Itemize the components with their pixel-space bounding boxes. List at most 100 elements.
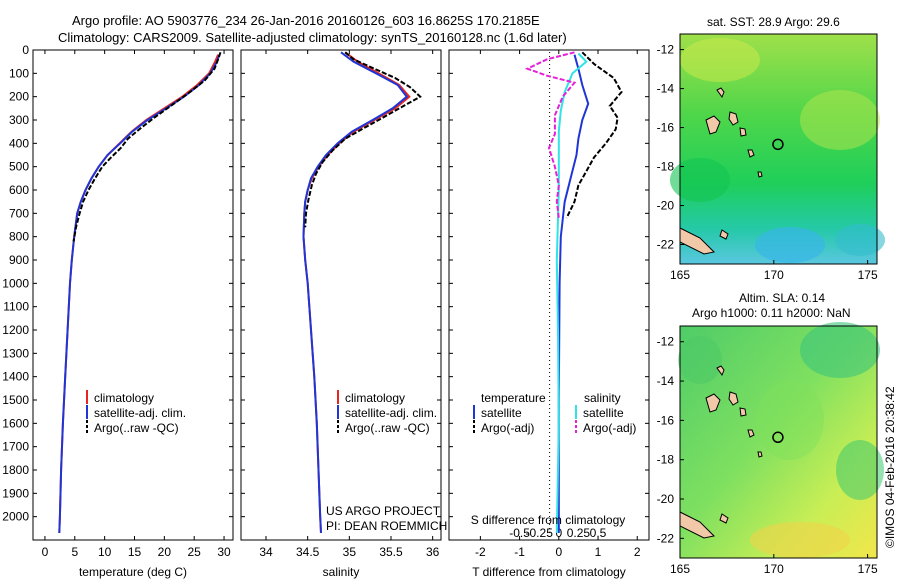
temperature-legend: climatology satellite-adj. clim. Argo(..… <box>86 390 186 435</box>
difference-xlabel-salinity: S difference from climatology <box>471 513 626 527</box>
sla-map-title: Altim. SLA: 0.14 <box>739 291 825 305</box>
salinity-lines <box>302 51 422 534</box>
salinity-annotation-line2: PI: DEAN ROEMMICH <box>326 519 447 533</box>
difference-y-ticks <box>449 49 649 518</box>
difference-xlabel-temperature: T difference from climatology <box>472 565 626 579</box>
x-tick-label: 2 <box>634 545 641 559</box>
temperature-x-ticks: 0 5 10 15 20 25 30 <box>42 50 231 559</box>
salinity-y-ticks <box>241 49 441 518</box>
sla-x-ticks: 165 170 175 <box>670 554 878 576</box>
y-tick-label: 400 <box>9 136 29 150</box>
legend-t-argo-label: Argo(-adj) <box>481 421 534 435</box>
y-tick-label: 600 <box>9 183 29 197</box>
map-x-tick-label: 175 <box>858 562 878 576</box>
map-y-tick-label: -20 <box>657 199 675 213</box>
sst-y-ticks: -12 -14 -16 -18 -20 -22 <box>657 43 684 252</box>
map-y-tick-label: -22 <box>657 238 675 252</box>
temperature-axes <box>32 49 234 541</box>
x-tick-label: 35 <box>343 545 357 559</box>
temperature-panel: 0 5 10 15 20 25 30 0 100 200 300 400 500 600 700 800 90… <box>2 43 234 579</box>
s-tick-label: 0.5 <box>590 526 607 540</box>
sst-map: sat. SST: 28.9 Argo: 29.6 165 170 175 -12-… <box>657 15 885 282</box>
difference-x-ticks: -2 -1 0 1 2-0.5-0.25 0 0.25 0.5 <box>475 50 641 559</box>
y-tick-label: 1100 <box>3 300 29 314</box>
y-tick-label: 1800 <box>2 463 29 477</box>
series-line-argo <box>72 51 222 242</box>
legend-s-argo-label: Argo(-adj) <box>583 421 636 435</box>
legend-s-satellite-label: satellite <box>583 406 624 420</box>
map-y-tick-label: -18 <box>657 453 675 467</box>
x-tick-label: -1 <box>514 545 525 559</box>
y-tick-label: 2000 <box>2 510 29 524</box>
sla-map: Altim. SLA: 0.14 Argo h1000: 0.11 h2000:… <box>657 291 884 576</box>
legend-satellite-label: satellite-adj. clim. <box>345 406 437 420</box>
map-x-tick-label: 175 <box>858 268 878 282</box>
sla-map-frame <box>679 325 878 559</box>
legend-climatology-label: climatology <box>94 391 154 405</box>
figure-title-line1: Argo profile: AO 5903776_234 26-Jan-2016… <box>72 13 540 28</box>
series-line-s-argo <box>524 51 577 219</box>
figure-title-line2: Climatology: CARS2009. Satellite-adjuste… <box>58 30 567 45</box>
difference-panel: -2 -1 0 1 2-0.5-0.25 0 0.25 0.5 S difference fr… <box>448 49 650 579</box>
difference-axes <box>448 49 650 541</box>
map-x-tick-label: 170 <box>764 562 784 576</box>
difference-lines <box>524 51 623 534</box>
y-tick-label: 200 <box>9 90 29 104</box>
s-tick-label: -0.25 <box>526 526 554 540</box>
sst-map-frame <box>679 33 878 265</box>
x-tick-label: 30 <box>217 545 231 559</box>
sst-map-title: sat. SST: 28.9 Argo: 29.6 <box>707 15 840 29</box>
series-line-satellite <box>302 51 409 534</box>
map-y-tick-label: -18 <box>657 160 675 174</box>
difference-legend: temperature satellite Argo(-adj) salinit… <box>473 391 636 435</box>
y-tick-label: 500 <box>9 160 29 174</box>
y-tick-label: 700 <box>9 206 29 220</box>
sst-argo-marker <box>772 138 784 151</box>
x-tick-label: 36 <box>426 545 440 559</box>
x-tick-label: 0 <box>555 545 562 559</box>
x-tick-label: 35.5 <box>379 545 403 559</box>
map-x-tick-label: 165 <box>670 562 690 576</box>
x-tick-label: 1 <box>595 545 602 559</box>
map-y-tick-label: -22 <box>657 531 675 545</box>
sla-map-subtitle: Argo h1000: 0.11 h2000: NaN <box>692 306 851 320</box>
sla-argo-marker <box>772 431 784 444</box>
legend-argo-label: Argo(..raw -QC) <box>94 421 179 435</box>
map-x-tick-label: 170 <box>764 268 784 282</box>
salinity-xlabel: salinity <box>323 565 360 579</box>
legend-argo-label: Argo(..raw -QC) <box>345 421 430 435</box>
map-y-tick-label: -14 <box>657 82 675 96</box>
y-tick-label: 1500 <box>2 393 29 407</box>
y-tick-label: 100 <box>9 66 29 80</box>
y-tick-label: 1000 <box>2 276 29 290</box>
salinity-x-ticks: 34 34.5 35 35.5 36 <box>259 50 440 559</box>
legend-climatology-label: climatology <box>345 391 405 405</box>
legend-t-satellite-label: satellite <box>481 406 522 420</box>
legend-salinity-heading: salinity <box>584 391 621 405</box>
map-y-tick-label: -16 <box>657 413 675 427</box>
legend-temperature-heading: temperature <box>481 391 546 405</box>
series-line-s-satellite <box>555 52 588 534</box>
sst-x-ticks: 165 170 175 <box>670 260 878 282</box>
series-line-t-satellite <box>557 54 590 533</box>
y-tick-label: 1200 <box>2 323 29 337</box>
legend-satellite-label: satellite-adj. clim. <box>94 406 186 420</box>
x-tick-label: 10 <box>98 545 112 559</box>
map-y-tick-label: -16 <box>657 121 675 135</box>
y-tick-label: 300 <box>9 113 29 127</box>
x-tick-label: 20 <box>158 545 172 559</box>
map-y-tick-label: -12 <box>657 335 675 349</box>
sla-y-ticks: -12 -14 -16 -18 -20 -22 <box>657 335 684 545</box>
y-tick-label: 1700 <box>2 440 29 454</box>
temperature-lines <box>58 51 222 534</box>
map-y-tick-label: -14 <box>657 374 675 388</box>
map-y-tick-label: -20 <box>657 492 675 506</box>
y-tick-label: 1600 <box>2 416 29 430</box>
s-tick-label: 0.25 <box>567 526 591 540</box>
y-tick-label: 0 <box>22 43 29 57</box>
imos-credit: ©IMOS 04-Feb-2016 20:38:42 <box>883 386 897 548</box>
x-tick-label: 5 <box>71 545 78 559</box>
x-tick-label: -2 <box>475 545 486 559</box>
y-tick-label: 1900 <box>2 486 29 500</box>
